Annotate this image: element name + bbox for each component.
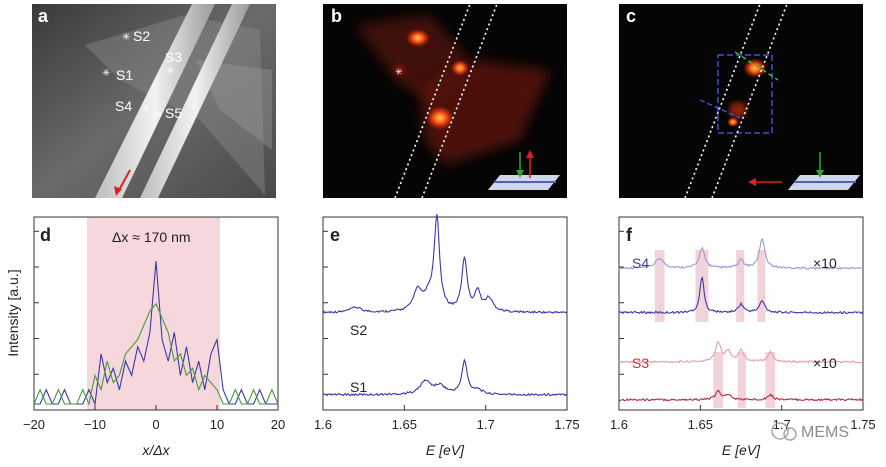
watermark-text: MEMS xyxy=(801,424,849,441)
x-tick-label: −10 xyxy=(84,417,106,432)
series-label-s3: S3 xyxy=(632,355,649,371)
panel-label-a: a xyxy=(38,6,49,26)
panel-label-b: b xyxy=(331,6,342,26)
highlight-band xyxy=(654,250,665,322)
panel-label-d: d xyxy=(40,225,51,245)
x-tick-label: 10 xyxy=(210,417,224,432)
svg-text:✳: ✳ xyxy=(142,104,150,115)
spectrum-line xyxy=(618,341,864,364)
svg-text:✳: ✳ xyxy=(166,66,174,77)
x-axis-label-d: x/Δx xyxy=(141,442,170,458)
panel-label-c: c xyxy=(626,6,636,26)
x-tick-label: 1.6 xyxy=(314,417,332,432)
svg-text:✳: ✳ xyxy=(122,32,130,43)
x-axis-label-e: E [eV] xyxy=(426,442,465,458)
x-tick-label: 20 xyxy=(271,417,285,432)
spectrum-line xyxy=(618,238,864,270)
x-tick-label: 1.65 xyxy=(392,417,417,432)
panel-e: 1.6 1.65 1.7 1.75 e S2 S1 E [eV] xyxy=(314,214,580,458)
highlight-band xyxy=(713,352,724,408)
spectrum-line xyxy=(322,214,568,314)
x-tick-label: 1.7 xyxy=(477,417,495,432)
highlight-band xyxy=(757,250,766,322)
site-markers: ✳ S2 ✳ S1 ✳ S3 ✳ S4 ✳ S5 xyxy=(102,28,182,121)
highlight-band xyxy=(765,352,776,408)
region-box xyxy=(717,54,773,134)
panel-label-f: f xyxy=(626,225,633,245)
x-tick-label: 1.65 xyxy=(688,417,713,432)
y-axis-label-d: Intensity [a.u.] xyxy=(5,269,21,356)
highlight-band xyxy=(736,250,745,322)
svg-text:✳: ✳ xyxy=(154,110,162,121)
highlight-band xyxy=(737,352,746,408)
x-tick-label: 1.7 xyxy=(773,417,791,432)
panel-a: ✳ S2 ✳ S1 ✳ S3 ✳ S4 ✳ S5 a xyxy=(32,4,276,198)
x-tick-label: −20 xyxy=(23,417,45,432)
panel-d: −20 −10 0 10 20 d Δx ≈ 170 nm Intensity [a.u… xyxy=(5,216,285,458)
spectrum-line xyxy=(322,358,568,397)
x-tick-label: 1.75 xyxy=(850,417,875,432)
arrow-head xyxy=(114,186,122,196)
panel-b: ✳ b xyxy=(323,3,567,199)
spectrum-line xyxy=(618,276,864,315)
panel-f: 1.6 1.65 1.7 1.75 f S4 S3 ×10 ×10 E [eV] xyxy=(610,216,876,458)
watermark: MEMS xyxy=(771,422,849,441)
wechat-icon xyxy=(771,422,789,440)
svg-text:✳: ✳ xyxy=(102,68,110,79)
panel-label-e: e xyxy=(330,225,340,245)
site-label-s3: S3 xyxy=(165,49,182,65)
resolution-annotation: Δx ≈ 170 nm xyxy=(112,229,191,245)
flake-region xyxy=(196,60,272,150)
plot-frame-e xyxy=(322,216,568,411)
x-axis-label-f: E [eV] xyxy=(722,442,761,458)
nanowire-right xyxy=(140,4,250,198)
site-label-s4: S4 xyxy=(115,98,132,114)
site-label-s1: S1 xyxy=(116,67,133,83)
series-label-s2: S2 xyxy=(350,322,367,338)
highlight-band xyxy=(695,250,709,322)
series-label-s4: S4 xyxy=(632,255,649,271)
multiplier-label-upper: ×10 xyxy=(813,255,837,271)
nanowire-left xyxy=(95,4,215,198)
site-label-s5: S5 xyxy=(165,105,182,121)
svg-text:✳: ✳ xyxy=(395,67,403,77)
series-line-green xyxy=(33,302,279,406)
panel-c: c xyxy=(619,3,863,199)
multiplier-label-lower: ×10 xyxy=(813,355,837,371)
x-tick-label: 1.75 xyxy=(554,417,579,432)
x-tick-label: 0 xyxy=(152,417,159,432)
series-label-s1: S1 xyxy=(350,379,367,395)
site-label-s2: S2 xyxy=(133,28,150,44)
spectrum-line xyxy=(618,389,864,402)
x-tick-label: 1.6 xyxy=(610,417,628,432)
pl-map-c xyxy=(619,4,863,198)
